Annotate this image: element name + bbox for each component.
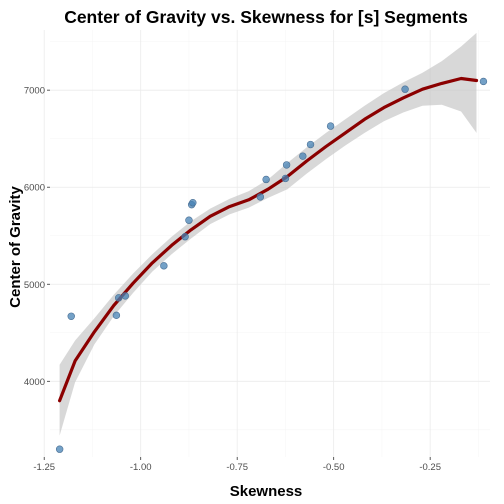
data-point [306,140,315,149]
data-point [326,122,335,130]
data-point [112,311,121,320]
y-tick-label: 7000 [24,86,45,97]
y-tick-label: 6000 [24,183,45,194]
x-tick-label: -1.00 [130,462,152,473]
data-point [181,233,189,241]
y-axis-label: Center of Gravity [7,185,24,307]
x-tick-label: -0.75 [226,462,248,473]
data-point [115,294,123,302]
data-point [189,199,197,207]
smooth-line [58,76,479,403]
data-point [160,262,168,270]
y-tick-label: 5000 [24,280,45,291]
data-point [185,216,193,224]
data-point [55,445,64,453]
x-tick-label: -1.25 [33,462,55,473]
data-point [299,152,307,160]
data-point [281,174,290,183]
plot-area [43,30,490,457]
confidence-band [59,32,477,436]
points-series [55,77,488,453]
data-point [262,175,270,184]
data-point [282,161,291,169]
y-tick-label: 4000 [24,377,45,388]
data-point [67,312,75,320]
x-tick-label: -0.50 [323,462,345,473]
data-point [256,193,265,201]
x-tick-label: -0.25 [419,462,441,473]
x-axis: -1.25 -1.00 -0.75 -0.50 -0.25 [33,457,441,473]
data-point [401,85,409,93]
x-axis-label: Skewness [230,483,303,500]
y-axis: 4000 5000 6000 7000 [24,86,50,388]
chart-title: Center of Gravity vs. Skewness for [s] S… [64,7,468,27]
data-point [121,292,129,300]
data-point [479,77,488,86]
